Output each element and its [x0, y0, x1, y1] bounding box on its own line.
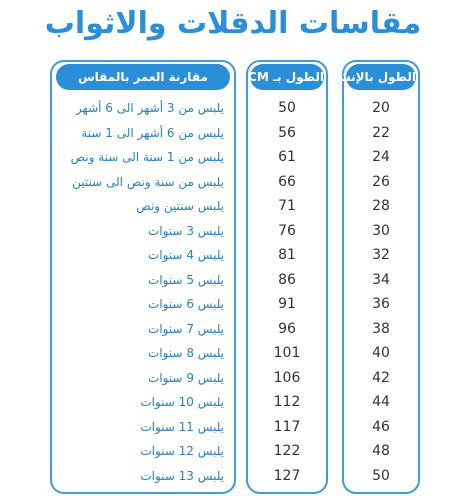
age-cell: يلبس 5 سنوات: [147, 272, 224, 287]
cm-column: [246, 60, 328, 494]
cm-cell: 106: [273, 369, 301, 386]
age-cell: يلبس 4 سنوات: [147, 248, 224, 262]
cm-cell: 66: [278, 173, 296, 190]
cm-cell: 50: [278, 100, 296, 116]
cm-cell: 86: [278, 271, 296, 288]
inch-cell: 44: [372, 394, 390, 410]
cm-cell: 76: [278, 222, 296, 239]
age-column: [50, 60, 236, 494]
inch-cell: 20: [372, 100, 390, 116]
inch-cell: 36: [372, 296, 390, 312]
age-cell: يلبس من سنة ونص الى سنتين: [72, 174, 224, 189]
cm-cell: 112: [273, 394, 301, 410]
inch-cell: 48: [372, 443, 390, 459]
column-header: الطول بـ CM: [248, 64, 324, 90]
inch-cell: 34: [372, 271, 390, 288]
inch-cell: 50: [372, 467, 390, 484]
cm-cell: 96: [278, 320, 296, 337]
inch-cell: 42: [372, 369, 390, 386]
age-cell: يلبس 8 سنوات: [147, 346, 224, 360]
inch-cell: 24: [372, 149, 390, 165]
cm-cell: 117: [273, 418, 301, 435]
cm-cell: 56: [278, 124, 296, 141]
column-header: مقارنة العمر بالمقاس: [56, 64, 230, 90]
age-cell: يلبس 13 سنوات: [140, 468, 224, 483]
inch-cell: 22: [372, 124, 390, 141]
inch-cell: 30: [372, 222, 390, 239]
age-cell: يلبس 7 سنوات: [147, 321, 224, 336]
cm-cell: 101: [273, 345, 301, 361]
inch-cell: 46: [372, 418, 390, 435]
cm-cell: 127: [273, 467, 301, 484]
age-cell: يلبس 12 سنوات: [140, 444, 224, 458]
age-cell: يلبس من 1 سنة الى سنة ونص: [70, 150, 224, 164]
age-cell: يلبس 9 سنوات: [147, 370, 224, 385]
age-cell: يلبس 11 سنوات: [140, 419, 224, 434]
age-cell: يلبس سنتين ونص: [136, 199, 224, 213]
age-cell: يلبس من 6 أشهر الى 1 سنة: [81, 125, 224, 140]
cm-cell: 91: [278, 296, 296, 312]
age-cell: يلبس 10 سنوات: [140, 395, 224, 409]
column-header: الطول بالإنش: [334, 64, 416, 90]
cm-cell: 71: [278, 198, 296, 214]
age-cell: يلبس من 3 أشهر الى 6 أشهر: [75, 101, 224, 115]
inch-cell: 38: [372, 320, 390, 337]
inch-cell: 28: [372, 198, 390, 214]
age-cell: يلبس 3 سنوات: [147, 223, 224, 238]
cm-cell: 122: [273, 443, 301, 459]
cm-cell: 61: [278, 149, 296, 165]
inch-column: [342, 60, 420, 494]
age-cell: يلبس 6 سنوات: [147, 297, 224, 311]
inch-cell: 40: [372, 345, 390, 361]
inch-cell: 26: [372, 173, 390, 190]
title: مقاسات الدقلات والاثواب: [44, 6, 422, 41]
cm-cell: 81: [278, 247, 296, 263]
inch-cell: 32: [372, 247, 390, 263]
